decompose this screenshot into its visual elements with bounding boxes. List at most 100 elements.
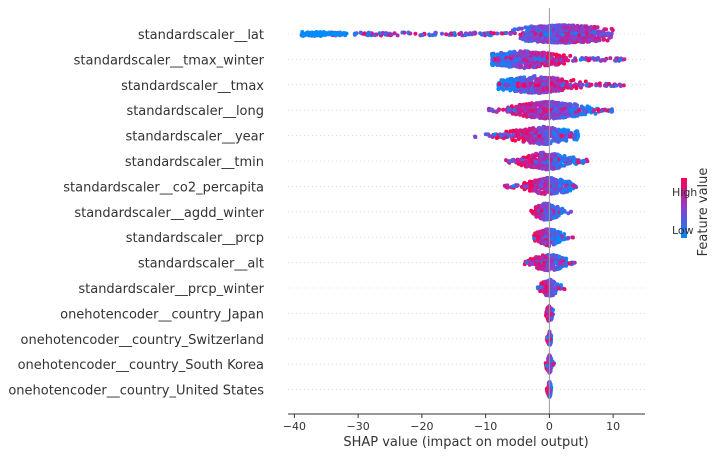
shap-point (533, 159, 538, 164)
shap-point (538, 109, 543, 114)
shap-point (552, 132, 557, 137)
shap-point (553, 101, 558, 106)
shap-point (571, 159, 576, 164)
feature-label: standardscaler__alt (138, 257, 264, 272)
x-tick-label: −30 (347, 420, 370, 433)
shap-point (613, 58, 618, 63)
shap-point (596, 31, 601, 36)
shap-point (512, 31, 517, 36)
shap-point (522, 84, 527, 88)
x-tick-label: 0 (546, 420, 553, 433)
shap-point (383, 32, 388, 37)
shap-point (589, 82, 594, 87)
shap-point (549, 358, 554, 363)
shap-point (609, 31, 614, 36)
shap-point (557, 236, 562, 241)
shap-point (538, 32, 543, 37)
shap-point (499, 57, 504, 62)
shap-point (532, 115, 537, 120)
shap-point (550, 203, 555, 208)
shap-point (535, 141, 540, 145)
shap-point (530, 88, 534, 93)
shap-point (561, 163, 565, 168)
shap-point (561, 38, 566, 43)
shap-point (534, 189, 539, 194)
shap-point (539, 153, 544, 158)
shap-point (549, 126, 554, 131)
shap-point (543, 32, 548, 37)
shap-point (590, 56, 595, 61)
shap-point (556, 127, 561, 132)
shap-point (485, 31, 490, 36)
shap-point (557, 254, 562, 259)
shap-point (556, 139, 561, 144)
shap-point (488, 30, 493, 35)
shap-point (579, 112, 584, 117)
shap-point (522, 57, 526, 62)
shap-point (530, 261, 535, 266)
shap-point (557, 61, 562, 66)
shap-point (564, 108, 569, 113)
shap-point (519, 63, 524, 68)
shap-point (540, 216, 545, 221)
shap-point (576, 160, 581, 165)
shap-point (505, 185, 510, 190)
shap-point (532, 210, 537, 215)
shap-point (528, 81, 533, 86)
shap-point (573, 107, 578, 112)
shap-point (433, 30, 438, 35)
shap-point (564, 103, 569, 108)
shap-point (524, 104, 529, 109)
shap-point (522, 184, 527, 189)
shap-point (550, 39, 555, 44)
shap-point (528, 63, 533, 68)
feature-label: standardscaler__tmax (121, 79, 264, 94)
feature-label: standardscaler__prcp_winter (78, 282, 264, 297)
shap-point (543, 153, 547, 158)
shap-point (510, 158, 515, 162)
shap-point (563, 179, 568, 184)
x-tick-label: −20 (410, 420, 433, 433)
shap-point (579, 82, 583, 87)
shap-point (564, 82, 569, 87)
shap-point (581, 158, 586, 163)
shap-point (511, 184, 516, 189)
feature-label: onehotencoder__country_South Korea (18, 358, 264, 373)
shap-point (571, 40, 576, 45)
shap-point (543, 241, 548, 245)
shap-point (569, 260, 573, 265)
shap-point (558, 259, 563, 264)
shap-point (499, 62, 504, 67)
shap-point (562, 287, 567, 292)
shap-point (516, 161, 521, 166)
shap-point (621, 83, 626, 88)
shap-point (554, 115, 559, 119)
shap-point (504, 158, 508, 163)
shap-point (413, 31, 418, 36)
x-tick-label: −40 (283, 420, 306, 433)
shap-point (463, 33, 468, 38)
shap-point (583, 108, 588, 113)
shap-point (571, 58, 575, 63)
shap-point (555, 187, 560, 192)
shap-point (517, 104, 522, 109)
shap-point (530, 51, 535, 56)
shap-point (583, 79, 588, 84)
shap-point (551, 109, 556, 114)
shap-point (565, 38, 570, 42)
shap-point (554, 214, 559, 219)
shap-point (496, 108, 501, 113)
shap-point (544, 293, 548, 297)
shap-point (507, 50, 512, 55)
shap-point (531, 65, 536, 70)
shap-point (318, 34, 323, 38)
shap-point (618, 57, 623, 62)
shap-point (541, 166, 546, 171)
shap-point (524, 89, 529, 94)
shap-point (572, 83, 577, 88)
shap-point (570, 108, 575, 113)
shap-point (532, 236, 537, 241)
shap-point (575, 135, 580, 140)
shap-point (490, 53, 495, 58)
shap-point (533, 153, 537, 158)
